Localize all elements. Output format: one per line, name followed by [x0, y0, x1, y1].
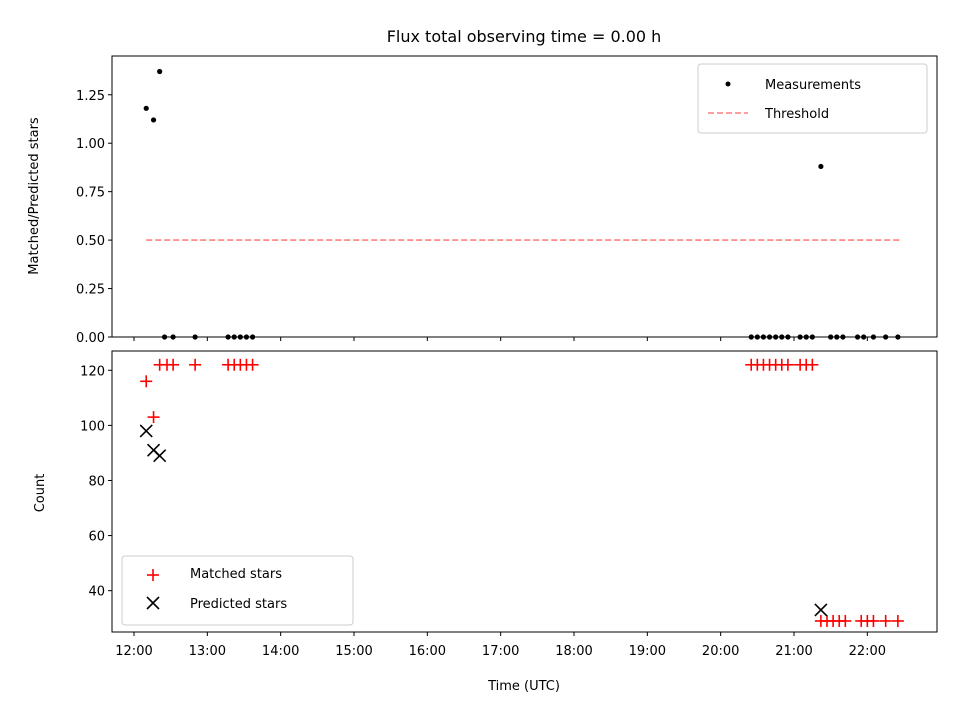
y-tick-label: 120 [80, 364, 105, 379]
x-tick-label: 20:00 [702, 644, 739, 659]
legend-matched-marker [147, 569, 159, 581]
y-tick-label: 80 [88, 474, 105, 489]
y-tick-label: 0.75 [76, 186, 105, 201]
top-panel: 0.00 0.25 0.50 0.75 1.00 1.25 Matched/Predict… [27, 55, 938, 346]
bottom-panel: 40 60 80 100 120 12:00 13:00 14:00 15:00 16:00 17:… [33, 350, 938, 694]
bottom-tick-layer: 40 60 80 100 120 12:00 13:00 14:00 15:00 16:00 17:… [80, 364, 886, 659]
x-tick-label: 22:00 [849, 644, 886, 659]
matched-star-point [867, 614, 880, 627]
legend-matched-label: Matched stars [190, 567, 282, 582]
y-tick-label: 100 [80, 419, 105, 434]
predicted-star-point [139, 424, 153, 438]
matched-star-point [246, 358, 259, 371]
bottom-legend-box [121, 555, 354, 626]
bottom-axes-frame [111, 350, 938, 633]
legend-threshold-label: Threshold [764, 107, 829, 122]
matched-star-point [891, 614, 904, 627]
y-tick-label: 0.25 [76, 283, 105, 298]
measurement-point [150, 117, 157, 123]
y-tick-label: 60 [88, 530, 105, 545]
predicted-star-point [153, 449, 167, 463]
top-tick-layer: 0.00 0.25 0.50 0.75 1.00 1.25 [76, 89, 868, 346]
x-tick-label: 15:00 [335, 644, 372, 659]
matched-star-point [781, 358, 794, 371]
bottom-xlabel: Time (UTC) [487, 679, 560, 694]
top-ylabel: Matched/Predicted stars [27, 117, 42, 275]
x-tick-label: 19:00 [629, 644, 666, 659]
matched-star-point [140, 375, 153, 388]
x-tick-label: 21:00 [775, 644, 812, 659]
chart-title: Flux total observing time = 0.00 h [387, 27, 662, 46]
matched-star-point [806, 358, 819, 371]
predicted-star-point [814, 603, 828, 617]
bottom-plot-layer [139, 358, 904, 627]
legend-measurements-label: Measurements [765, 78, 861, 93]
measurement-point [818, 163, 824, 170]
measurement-point [157, 68, 163, 75]
matched-star-point [839, 614, 852, 627]
x-tick-label: 16:00 [409, 644, 446, 659]
legend-predicted-marker [146, 596, 160, 610]
y-tick-label: 0.50 [76, 234, 105, 249]
bottom-ylabel: Count [33, 474, 48, 513]
matched-star-point [147, 411, 160, 424]
x-tick-label: 14:00 [262, 644, 299, 659]
x-tick-label: 17:00 [482, 644, 519, 659]
top-axes-frame [111, 55, 938, 338]
bottom-legend: Matched stars Predicted stars [121, 555, 354, 626]
y-tick-label: 1.25 [76, 89, 105, 104]
y-tick-label: 40 [88, 585, 105, 600]
x-tick-label: 12:00 [115, 644, 152, 659]
x-tick-label: 18:00 [555, 644, 592, 659]
measurement-point [143, 105, 149, 111]
legend-measurements-marker [725, 81, 731, 87]
matched-star-point [189, 358, 202, 371]
legend-predicted-label: Predicted stars [190, 597, 287, 612]
x-tick-label: 13:00 [189, 644, 226, 659]
matched-star-point [879, 614, 892, 627]
y-tick-label: 1.00 [76, 137, 105, 152]
top-legend-box [697, 63, 928, 134]
matched-star-point [167, 358, 180, 371]
y-tick-label: 0.00 [76, 331, 105, 346]
top-legend: Measurements Threshold [697, 63, 928, 134]
